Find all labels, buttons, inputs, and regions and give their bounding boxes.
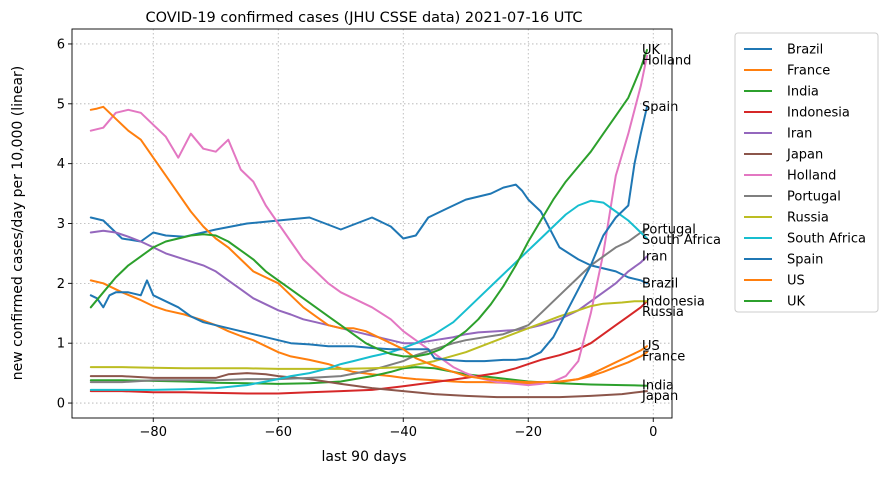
chart-title: COVID-19 confirmed cases (JHU CSSE data)… [145,10,582,26]
legend-label-india: India [787,85,819,100]
series-line-south-africa [89,199,648,391]
legend-label-holland: Holland [787,169,836,184]
legend-label-brazil: Brazil [787,43,823,58]
end-label-brazil: Brazil [642,276,678,291]
series-line-iran [89,229,648,345]
legend-label-france: France [787,64,830,79]
end-label-france: France [642,350,685,365]
end-label-us: US [642,339,660,354]
legend-label-spain: Spain [787,253,823,268]
end-label-holland: Holland [642,53,691,68]
series-line-us [89,105,648,384]
end-label-indonesia: Indonesia [642,294,705,309]
legend-label-iran: Iran [787,127,812,142]
legend-label-uk: UK [787,295,806,310]
series-line-russia [89,300,648,370]
y-tick-label: 6 [57,37,65,52]
x-tick-label: −40 [390,425,417,440]
grid [72,29,672,418]
y-axis-label: new confirmed cases/day per 10,000 (line… [10,66,26,381]
legend-label-south-africa: South Africa [787,232,866,247]
x-tick-label: −80 [140,425,167,440]
end-label-india: India [642,379,674,394]
end-label-spain: Spain [642,100,678,115]
legend-label-us: US [787,274,805,289]
end-label-portugal: Portugal [642,222,696,237]
end-label-japan: Japan [641,389,678,404]
legend-box [734,32,879,313]
y-tick-label: 4 [57,157,65,172]
y-tick-label: 5 [57,97,65,112]
axis-ticks: −80 −60 −40 −20 0 0 1 2 3 4 5 6 [57,37,658,440]
legend: Brazil France India Indonesia Iran Japan Holla… [734,32,879,313]
x-tick-label: 0 [649,425,657,440]
legend-label-indonesia: Indonesia [787,106,850,121]
series-line-indonesia [89,300,648,395]
legend-label-japan: Japan [786,148,823,163]
series-line-brazil [89,183,648,285]
legend-label-portugal: Portugal [787,190,841,205]
series-line-portugal [89,228,648,384]
x-tick-label: −60 [265,425,292,440]
x-tick-label: −20 [515,425,542,440]
series-line-holland [89,54,648,387]
end-label-uk: UK [642,43,661,58]
end-label-iran: Iran [642,249,667,264]
series-line-japan [89,372,648,399]
series-line-spain [89,105,648,363]
y-tick-label: 3 [57,217,65,232]
y-tick-label: 1 [57,337,65,352]
end-label-russia: Russia [642,305,684,320]
end-label-south-africa: South Africa [642,233,721,248]
y-tick-label: 2 [57,277,65,292]
series-line-uk [89,48,648,358]
x-axis-label: last 90 days [321,449,406,465]
series-lines [89,48,648,399]
y-tick-label: 0 [57,397,65,412]
legend-label-russia: Russia [787,211,829,226]
